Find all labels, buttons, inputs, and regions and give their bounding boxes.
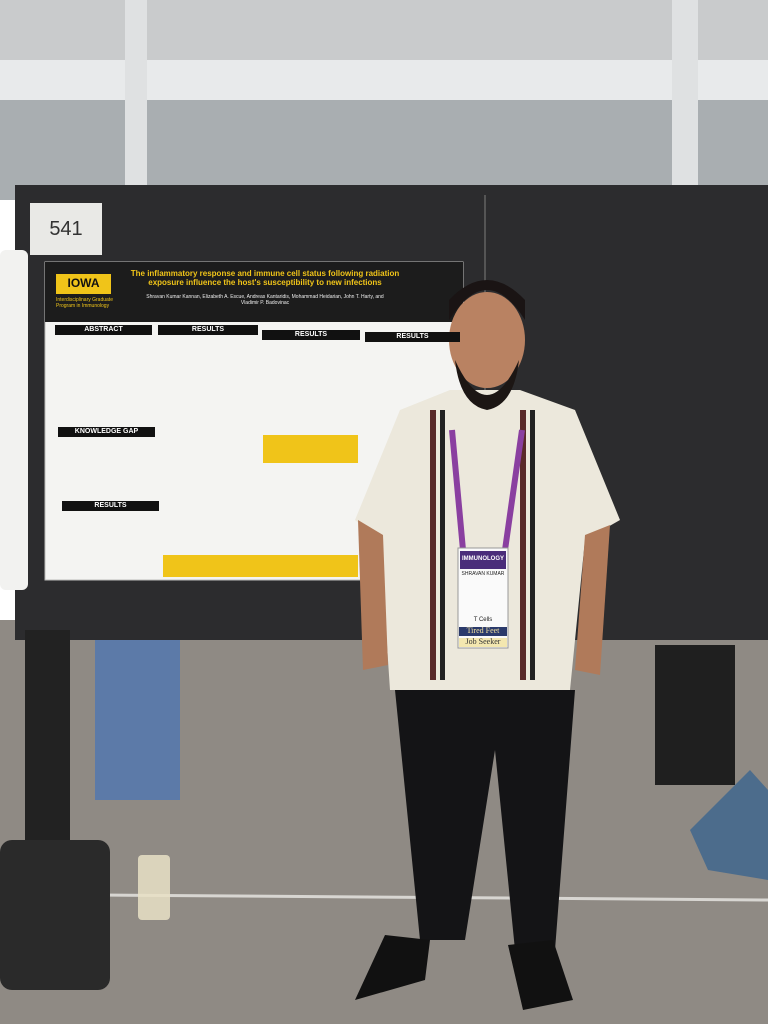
- poster-header: [45, 262, 463, 322]
- section-header: RESULTS: [365, 332, 460, 342]
- highlight: [263, 435, 358, 463]
- pants: [395, 690, 575, 950]
- section-header: KNOWLEDGE GAP: [58, 427, 155, 437]
- cup: [138, 855, 170, 920]
- stripe: [530, 410, 535, 680]
- bystander-legs: [655, 645, 735, 785]
- shirt: [355, 390, 620, 690]
- backpack: [690, 770, 768, 880]
- shoe: [508, 940, 573, 1010]
- board-leg: [25, 630, 70, 850]
- number-card: [30, 203, 102, 255]
- face: [449, 292, 525, 388]
- bag: [0, 840, 110, 990]
- pillar: [125, 0, 147, 190]
- badge-ribbon: Job Seeker: [459, 637, 507, 647]
- badge-ribbon: Tired Feet: [459, 626, 507, 636]
- beard: [455, 360, 519, 410]
- poster-logo: IOWA: [67, 276, 100, 290]
- section-header: RESULTS: [62, 501, 159, 511]
- badge-ribbon: T Cells: [473, 617, 493, 623]
- section-header: RESULTS: [262, 330, 360, 340]
- hair: [449, 280, 525, 320]
- skylight: [0, 60, 768, 100]
- shoe: [355, 935, 430, 1000]
- stripe: [440, 410, 445, 680]
- section-header: RESULTS: [158, 325, 258, 335]
- arm: [358, 520, 388, 670]
- bystander-legs: [95, 640, 180, 800]
- lanyard: [449, 429, 525, 551]
- logo-box: [56, 274, 111, 294]
- poster-program: Interdisciplinary Graduate Program in Im…: [56, 297, 113, 309]
- highlight: [163, 555, 358, 577]
- poster-title: The inflammatory response and immune cel…: [130, 269, 400, 287]
- stripe: [520, 410, 526, 680]
- section-header: ABSTRACT: [55, 325, 152, 335]
- side-poster: [0, 250, 28, 590]
- stripe: [430, 410, 436, 680]
- badge-name: SHRAVAN KUMAR: [461, 571, 505, 577]
- arm: [575, 525, 610, 675]
- booth-number: 541: [49, 218, 83, 240]
- pillar: [672, 0, 698, 200]
- poster-authors: Shravan Kumar Kannan, Elizabeth A. Escue…: [146, 294, 384, 306]
- badge-banner: [460, 551, 506, 569]
- badge-event: IMMUNOLOGY: [462, 556, 504, 562]
